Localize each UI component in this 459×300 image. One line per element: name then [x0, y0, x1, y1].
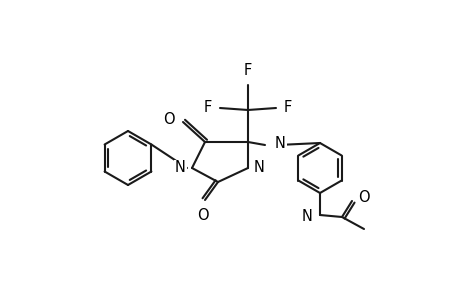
- Text: N: N: [274, 136, 285, 152]
- Text: O: O: [357, 190, 369, 205]
- Text: O: O: [163, 112, 174, 128]
- Text: N: N: [302, 209, 312, 224]
- Text: O: O: [197, 208, 208, 223]
- Text: F: F: [243, 63, 252, 78]
- Text: N: N: [253, 160, 264, 175]
- Text: N: N: [302, 209, 312, 224]
- Text: N: N: [175, 160, 185, 175]
- Text: F: F: [283, 100, 291, 116]
- Text: F: F: [203, 100, 212, 116]
